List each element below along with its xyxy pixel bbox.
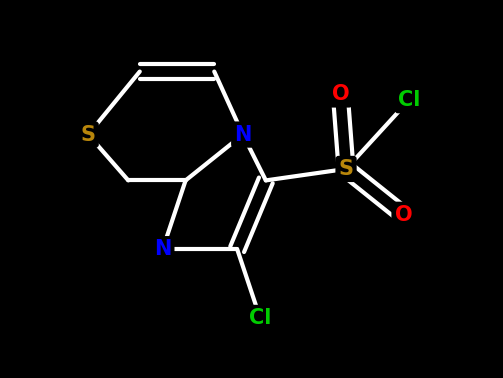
Text: Cl: Cl bbox=[249, 308, 271, 328]
Text: S: S bbox=[339, 159, 354, 179]
Text: O: O bbox=[394, 205, 412, 225]
Text: Cl: Cl bbox=[398, 90, 421, 110]
Text: S: S bbox=[80, 125, 96, 144]
Text: N: N bbox=[234, 125, 252, 144]
Text: O: O bbox=[331, 84, 349, 104]
Text: N: N bbox=[154, 239, 172, 259]
